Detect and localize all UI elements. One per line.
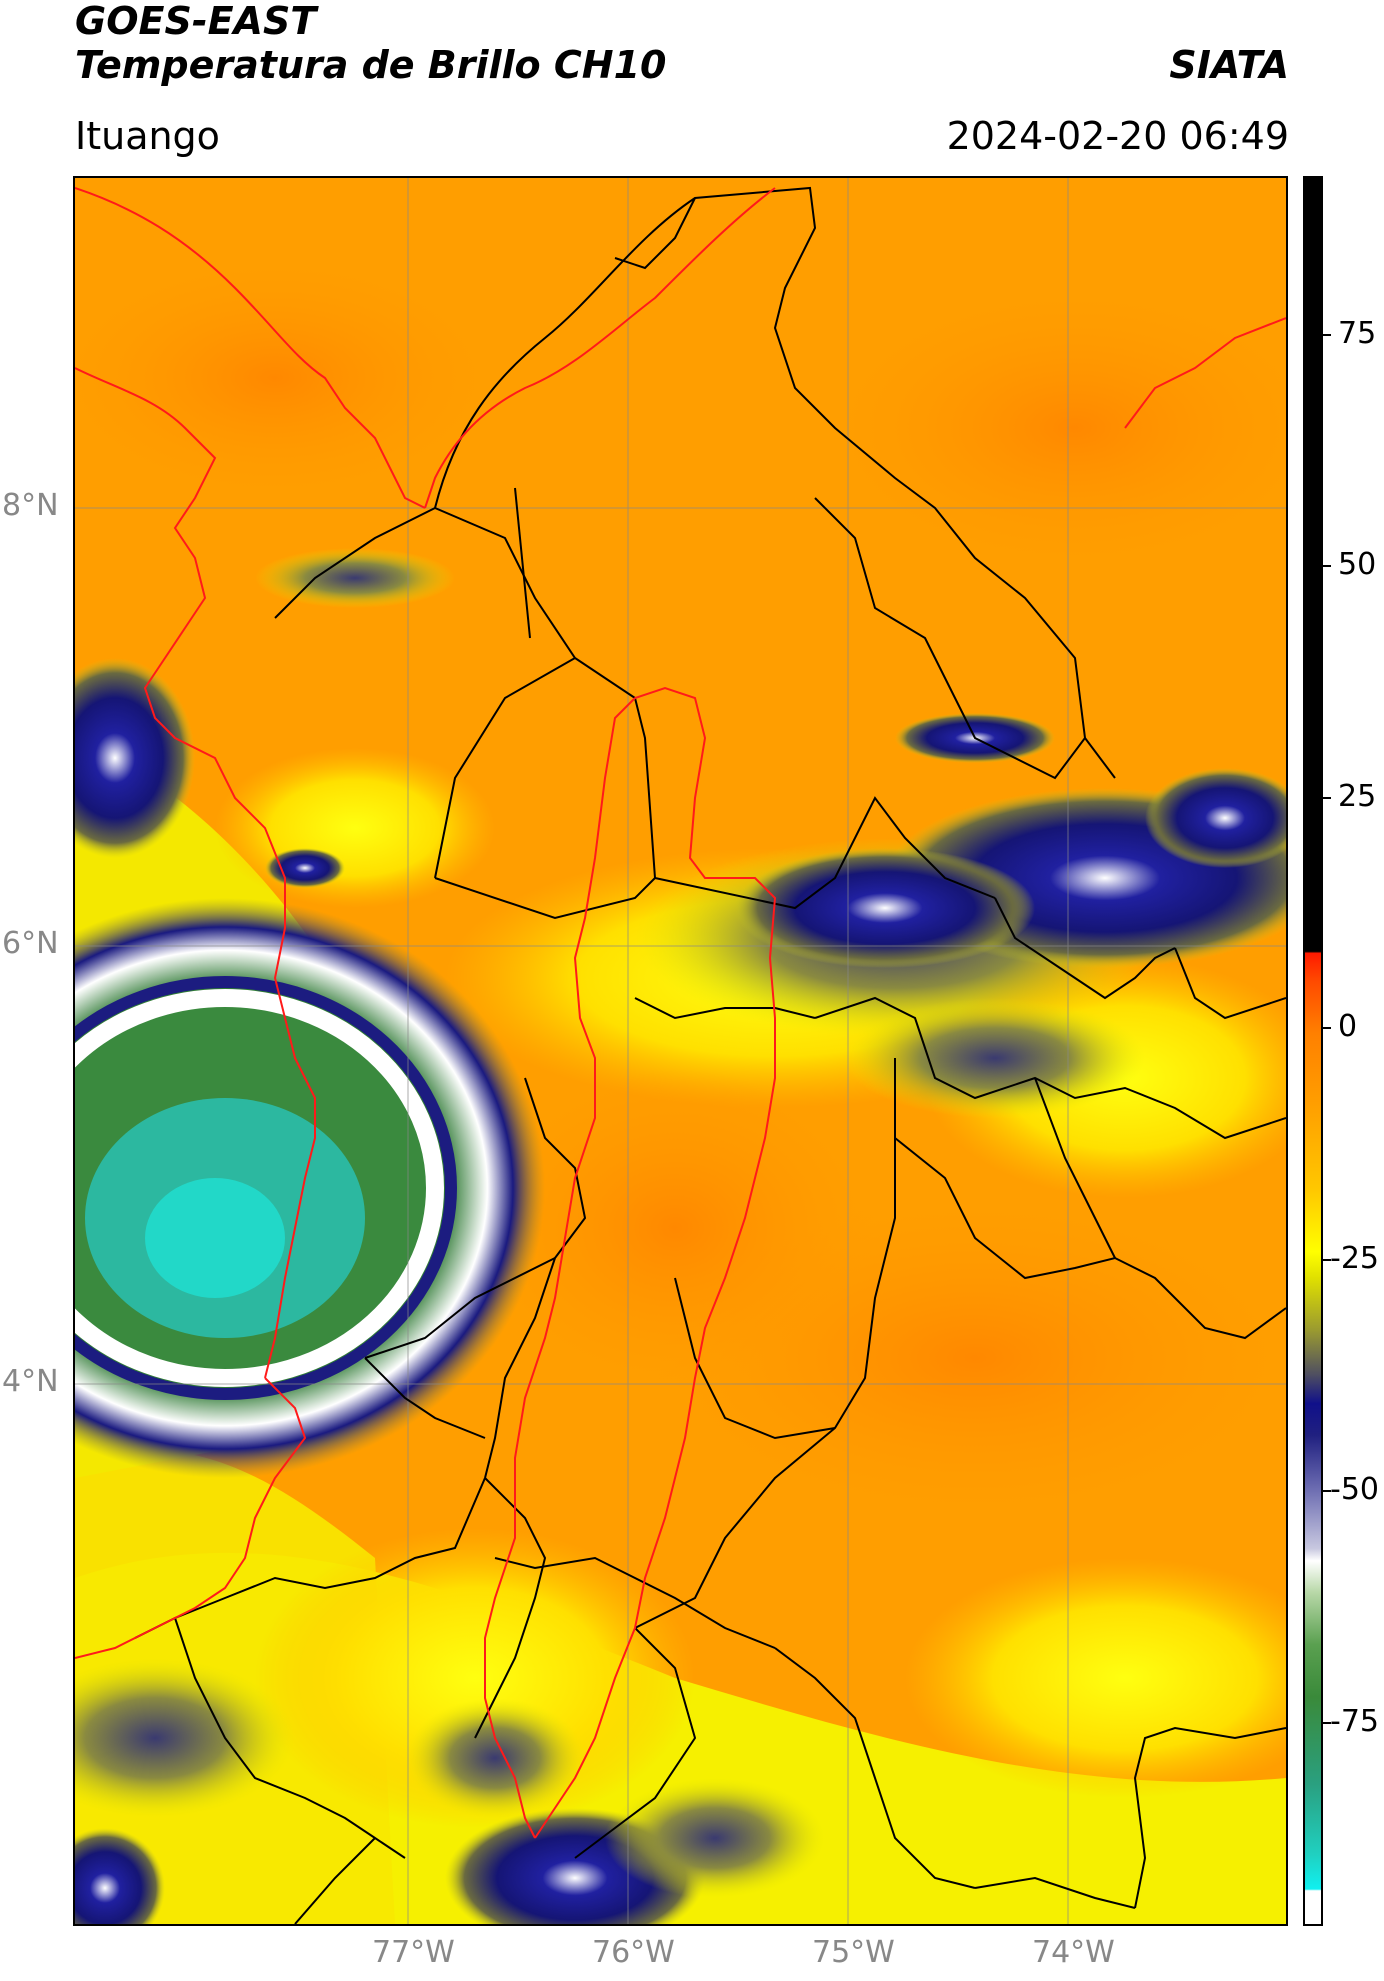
colorbar-label-75: 75 xyxy=(1338,316,1377,351)
colorbar-label-neg25: -25 xyxy=(1330,1241,1379,1276)
lat-label-4n: 4°N xyxy=(2,1364,59,1399)
colorbar-label-neg50: -50 xyxy=(1330,1472,1379,1507)
colorbar-label-25: 25 xyxy=(1338,779,1377,814)
map-canvas xyxy=(75,178,1286,1924)
colorbar-label-0: 0 xyxy=(1338,1009,1358,1044)
organization-label: SIATA xyxy=(1169,43,1289,87)
colorbar-label-neg75: -75 xyxy=(1330,1704,1379,1739)
graticule xyxy=(75,178,1286,1924)
temperature-colorbar xyxy=(1303,176,1323,1926)
lat-label-8n: 8°N xyxy=(2,488,59,523)
datetime-label: 2024-02-20 06:49 xyxy=(946,114,1289,158)
colorbar-label-50: 50 xyxy=(1338,547,1377,582)
lon-label-77w: 77°W xyxy=(372,1935,455,1970)
lon-label-74w: 74°W xyxy=(1032,1935,1115,1970)
lon-label-76w: 76°W xyxy=(592,1935,675,1970)
lon-label-75w: 75°W xyxy=(812,1935,895,1970)
product-title: Temperatura de Brillo CH10 xyxy=(75,43,667,87)
satellite-title: GOES-EAST xyxy=(75,0,317,43)
lat-label-6n: 6°N xyxy=(2,926,59,961)
location-label: Ituango xyxy=(75,114,220,158)
satellite-map[interactable] xyxy=(73,176,1288,1926)
department-borders xyxy=(134,186,1286,1924)
red-borders xyxy=(75,187,1286,1839)
